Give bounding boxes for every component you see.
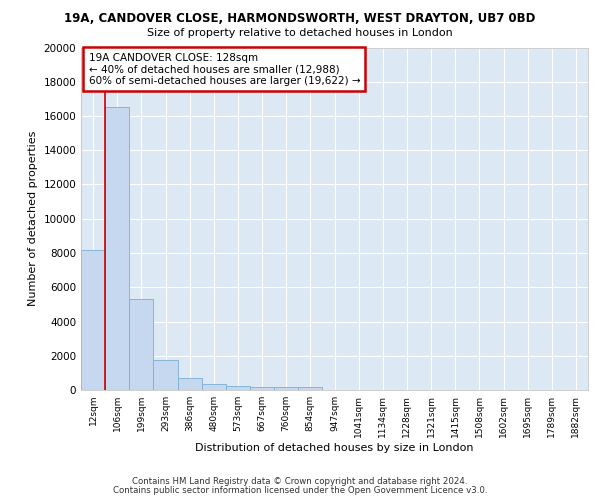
Text: Contains HM Land Registry data © Crown copyright and database right 2024.: Contains HM Land Registry data © Crown c… xyxy=(132,477,468,486)
Y-axis label: Number of detached properties: Number of detached properties xyxy=(28,131,38,306)
Bar xyxy=(81,250,105,390)
Text: 19A CANDOVER CLOSE: 128sqm
← 40% of detached houses are smaller (12,988)
60% of : 19A CANDOVER CLOSE: 128sqm ← 40% of deta… xyxy=(89,52,360,86)
X-axis label: Distribution of detached houses by size in London: Distribution of detached houses by size … xyxy=(195,442,474,452)
Bar xyxy=(274,387,298,390)
Text: 19A, CANDOVER CLOSE, HARMONDSWORTH, WEST DRAYTON, UB7 0BD: 19A, CANDOVER CLOSE, HARMONDSWORTH, WEST… xyxy=(64,12,536,26)
Bar xyxy=(178,378,202,390)
Bar xyxy=(298,388,322,390)
Bar xyxy=(250,386,274,390)
Bar xyxy=(202,384,226,390)
Bar xyxy=(129,299,154,390)
Bar xyxy=(154,360,178,390)
Text: Contains public sector information licensed under the Open Government Licence v3: Contains public sector information licen… xyxy=(113,486,487,495)
Bar xyxy=(105,108,129,390)
Bar xyxy=(226,386,250,390)
Text: Size of property relative to detached houses in London: Size of property relative to detached ho… xyxy=(147,28,453,38)
